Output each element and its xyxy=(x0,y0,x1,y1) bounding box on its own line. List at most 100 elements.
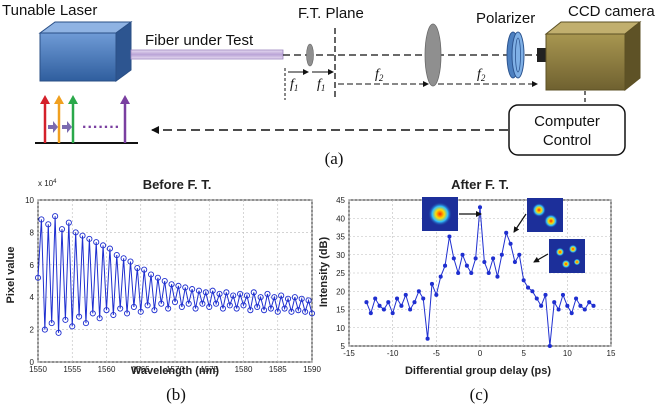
chart-c-data-point xyxy=(447,234,452,239)
chart-b-data-point xyxy=(38,216,45,223)
chart-c-data-point xyxy=(574,296,579,301)
chart-c-data-point xyxy=(390,311,395,316)
chart-b-data-point xyxy=(271,294,278,301)
chart-b-data-point xyxy=(79,232,86,239)
mode-image-lp21 xyxy=(549,239,585,273)
chart-b-data-point xyxy=(82,320,89,327)
chart-c-ytick-label: 20 xyxy=(336,287,345,296)
chart-b-data-point xyxy=(144,302,151,309)
chart-b-data-point xyxy=(103,307,110,314)
chart-b-data-point xyxy=(100,242,107,249)
chart-c-data-point xyxy=(456,270,461,276)
chart-b-xtick-label: 1585 xyxy=(269,365,287,374)
chart-b-data-point xyxy=(89,310,96,317)
chart-c-data-point xyxy=(525,285,531,290)
chart-c-data-point xyxy=(386,300,391,305)
chart-c-data-point xyxy=(469,270,474,276)
chart-c-xtick-label: 10 xyxy=(563,349,572,358)
chart-b-xlabel: Wavelength (nm) xyxy=(131,365,220,377)
chart-c-data-point xyxy=(425,336,430,341)
chart-c-data-point xyxy=(429,281,435,287)
chart-b-data-point xyxy=(254,303,261,310)
chart-b-data-point xyxy=(76,313,83,320)
chart-b-data-point xyxy=(134,264,141,272)
chart-b-data-point xyxy=(62,316,69,323)
chart-b-xtick-label: 1570 xyxy=(166,365,184,374)
sweep-dots: ....... xyxy=(82,115,120,132)
chart-b-data-point xyxy=(106,245,113,252)
chart-b-data-point xyxy=(165,305,172,312)
chart-b-data-point xyxy=(96,315,103,322)
chart-b-data-point xyxy=(158,300,165,307)
chart-b-data-point xyxy=(257,294,264,301)
chart-b-ytick-label: 2 xyxy=(30,326,35,335)
chart-b-data-point xyxy=(58,226,66,233)
chart-b-data-point xyxy=(206,303,213,310)
chart-c-data-point xyxy=(521,278,526,283)
panel-label-c: (c) xyxy=(470,385,489,404)
chart-c-data-point xyxy=(399,303,404,308)
chart-c-data-point xyxy=(569,311,574,316)
chart-b-data-point xyxy=(117,305,124,312)
wavelength-sweep-icon xyxy=(35,95,138,144)
chart-c-data-point xyxy=(394,296,400,301)
chart-b-data-point xyxy=(199,300,206,307)
chart-b-ytick-label: 6 xyxy=(30,261,35,270)
chart-b-data-point xyxy=(69,323,76,330)
chart-b-data-point xyxy=(278,292,285,299)
chart-c-xtick-label: 15 xyxy=(607,349,616,358)
chart-b-data-point xyxy=(185,300,192,307)
chart-b-exponent: x 104 xyxy=(38,179,57,188)
chart-c-data-point xyxy=(373,296,378,301)
chart-c-ytick-label: 25 xyxy=(336,269,345,278)
chart-c-data-point xyxy=(364,300,369,305)
chart-c-data-point xyxy=(473,256,478,261)
chart-c-data-point xyxy=(491,256,496,261)
polarizer-label: Polarizer xyxy=(476,10,535,27)
computer-label-2: Control xyxy=(543,132,591,149)
chart-b-data-point xyxy=(161,277,168,285)
chart-b-data-point xyxy=(219,305,226,312)
chart-b-xtick-label: 1565 xyxy=(132,365,150,374)
chart-c-xtick-label: -15 xyxy=(343,349,355,358)
chart-b-data-point xyxy=(151,307,158,314)
chart-b-data-point xyxy=(189,286,196,293)
chart-c-ytick-label: 45 xyxy=(336,196,345,205)
chart-b-ylabel: Pixel value xyxy=(5,247,17,304)
chart-b-data-point xyxy=(213,300,220,307)
chart-b-data-point xyxy=(45,221,52,228)
computer-control-box xyxy=(508,104,626,156)
chart-b-data-point xyxy=(120,255,127,262)
chart-b-data-point xyxy=(34,274,42,281)
chart-c-data-point xyxy=(534,296,539,301)
chart-b-data-point xyxy=(202,289,209,296)
chart-b-data-point xyxy=(250,289,257,296)
chart-c-data-point xyxy=(381,307,386,312)
fiber-under-test xyxy=(130,49,284,60)
chart-c-data-point xyxy=(421,296,426,301)
chart-b-ytick-label: 8 xyxy=(30,228,35,237)
panel-label-b: (b) xyxy=(166,385,186,404)
chart-b-ytick-label: 0 xyxy=(30,358,35,367)
chart-c-xtick-label: -5 xyxy=(433,349,441,358)
chart-b-data-point xyxy=(93,239,100,246)
chart-b-data-point xyxy=(302,308,309,315)
polarizer xyxy=(506,31,525,79)
chart-b-data-point xyxy=(137,308,144,315)
chart-b-data-point xyxy=(110,311,117,319)
chart-b-data-point xyxy=(298,295,305,302)
chart-c-xtick-label: 5 xyxy=(521,349,526,358)
chart-before-ft: Before F. T. x 104 1550 1555 1560 1565 1570 1… xyxy=(5,177,321,404)
chart-c-data-point xyxy=(517,252,522,257)
chart-b-xtick-label: 1550 xyxy=(29,365,47,374)
computer-label-1: Computer xyxy=(534,113,600,130)
lens-f1 xyxy=(306,43,314,67)
chart-b-ytick-label: 4 xyxy=(30,293,35,302)
chart-b-data-point xyxy=(86,235,93,242)
chart-b-data-point xyxy=(281,305,288,312)
chart-c-data-point xyxy=(464,263,469,268)
chart-c-data-point xyxy=(443,263,448,268)
chart-b-data-point xyxy=(124,310,131,317)
chart-b-data-point xyxy=(291,294,298,301)
chart-c-data-point xyxy=(438,274,443,279)
